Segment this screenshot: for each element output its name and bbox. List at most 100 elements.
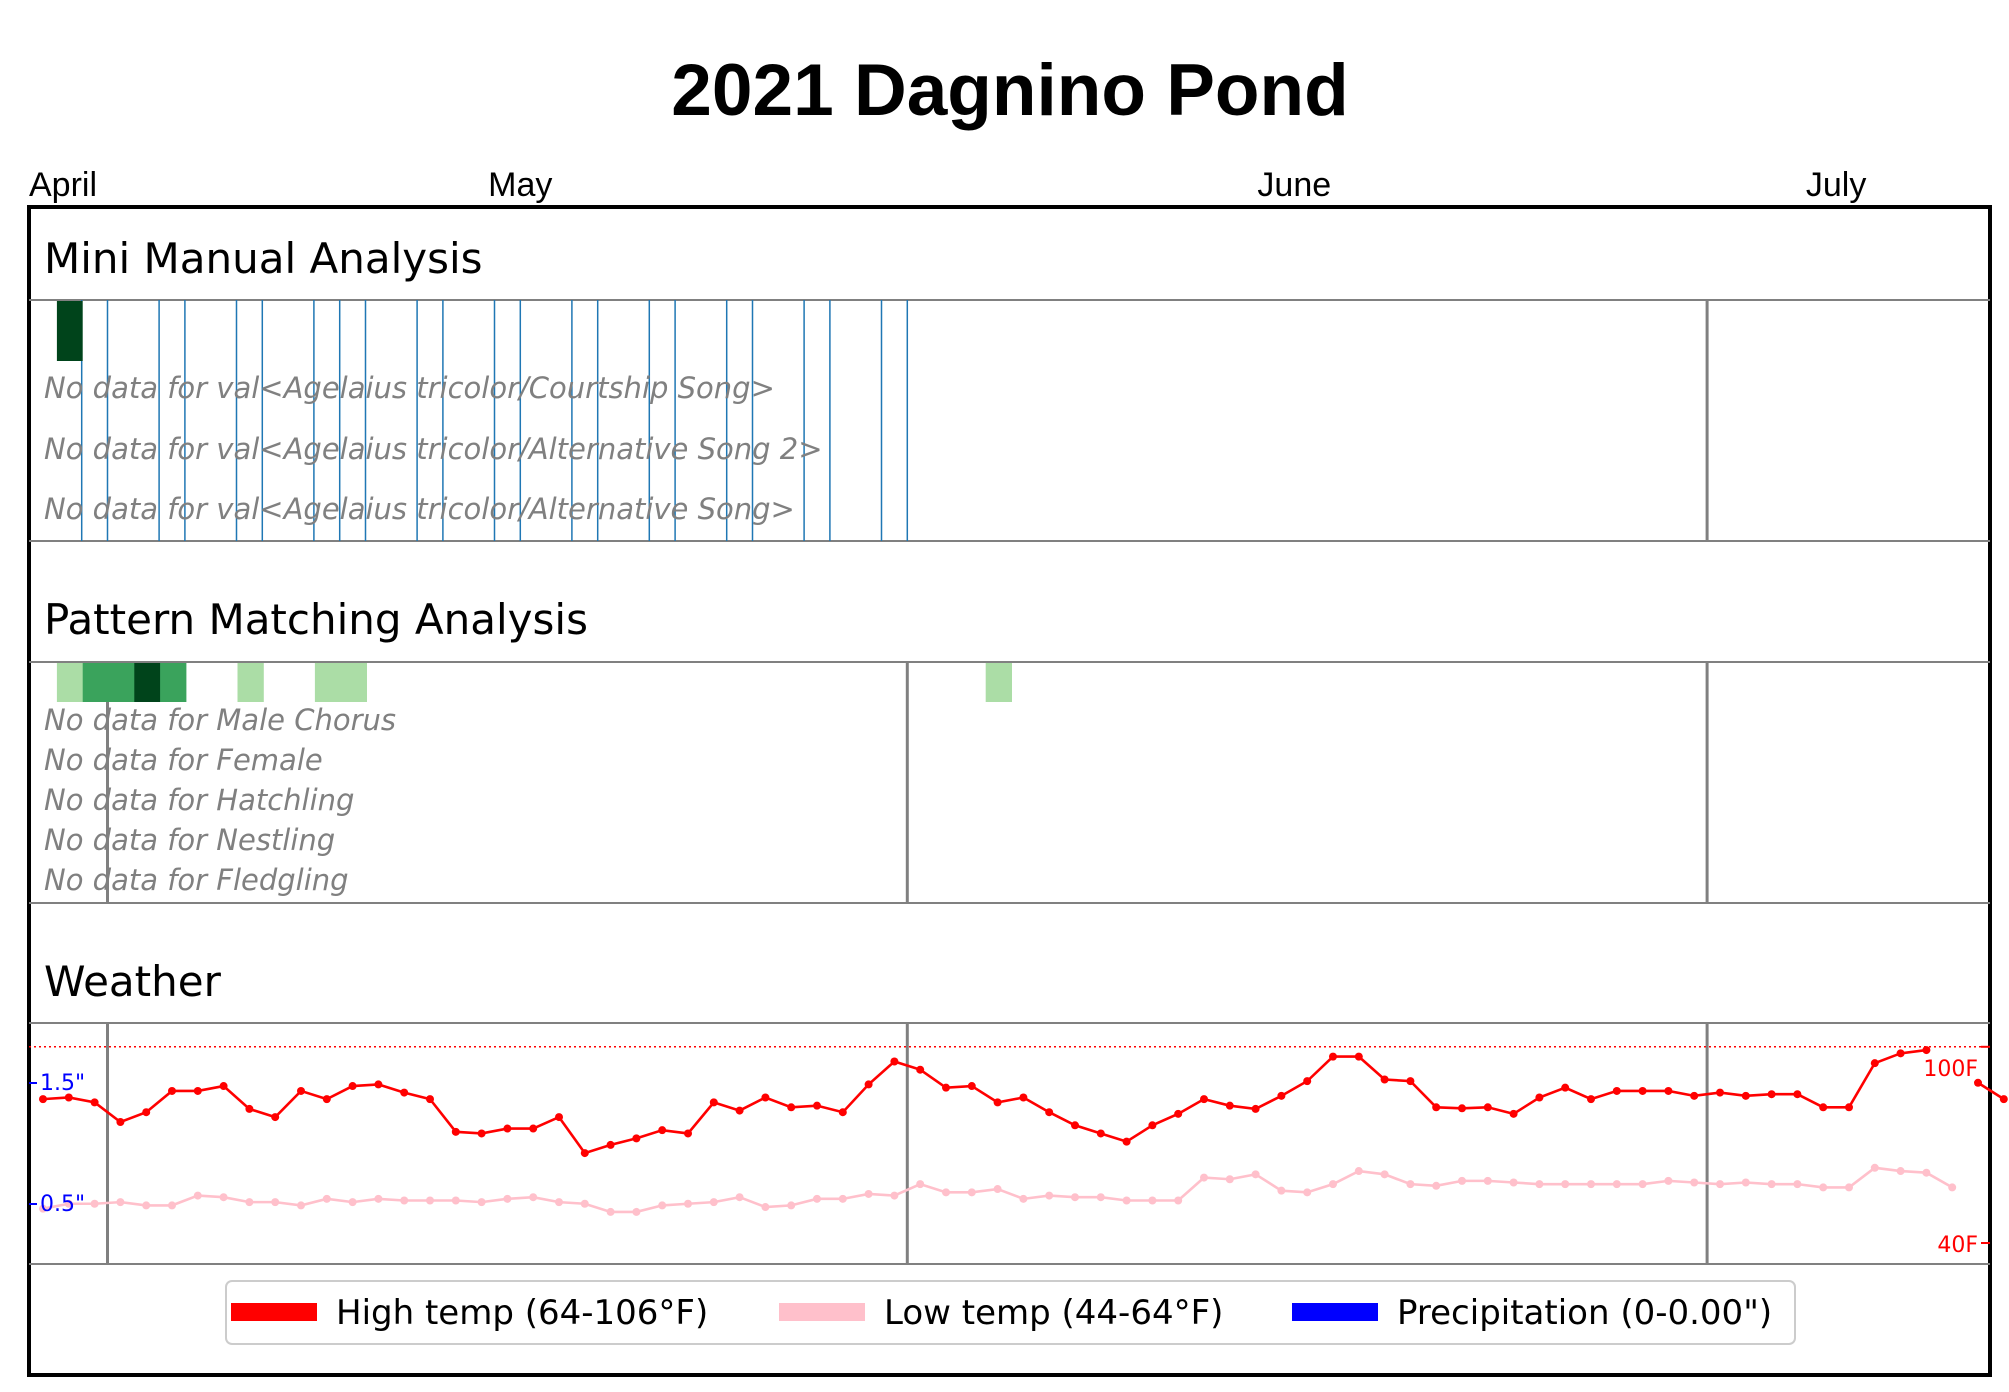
mini-manual-title: Mini Manual Analysis <box>44 234 483 283</box>
high-temp-point-41 <box>1096 1129 1105 1138</box>
high-temp-point-50 <box>1329 1052 1337 1061</box>
low-temp-point-43 <box>1148 1196 1157 1205</box>
temp-tick-low: 40F <box>1937 1233 1978 1258</box>
low-temp-point-62 <box>1638 1180 1647 1189</box>
low-temp-point-26 <box>709 1198 718 1207</box>
high-temp-point-55 <box>1458 1104 1466 1113</box>
low-temp-point-49 <box>1303 1188 1312 1197</box>
mini-manual-nodata-2: No data for val<Agelaius tricolor/Altern… <box>44 432 823 466</box>
high-temp-point-22 <box>606 1140 615 1149</box>
month-label-may: May <box>488 166 552 204</box>
high-temp-point-34 <box>916 1065 925 1074</box>
low-temp-point-55 <box>1458 1176 1466 1185</box>
low-temp-point-29 <box>787 1201 796 1210</box>
low-temp-point-70 <box>1845 1183 1853 1192</box>
low-temp-point-71 <box>1870 1163 1879 1172</box>
high-temp-point-54 <box>1432 1103 1441 1112</box>
low-temp-point-42 <box>1122 1196 1131 1205</box>
low-temp-point-53 <box>1406 1180 1415 1189</box>
low-temp-point-64 <box>1690 1178 1699 1187</box>
pattern-nodata-1: No data for Male Chorus <box>44 703 396 737</box>
low-temp-point-21 <box>580 1199 589 1208</box>
pattern-cell-3 <box>134 663 161 702</box>
low-temp-point-54 <box>1432 1181 1441 1190</box>
high-temp-point-72 <box>1896 1049 1905 1058</box>
high-temp-point-39 <box>1045 1108 1054 1117</box>
low-temp-point-44 <box>1174 1196 1183 1205</box>
mini-manual-nodata-3: No data for val<Agelaius tricolor/Altern… <box>44 492 795 526</box>
low-temp-point-74 <box>1948 1183 1957 1192</box>
high-temp-point-3 <box>116 1118 125 1127</box>
low-temp-point-51 <box>1354 1167 1363 1176</box>
high-temp-point-53 <box>1406 1077 1415 1086</box>
high-temp-point-73 <box>1922 1046 1931 1055</box>
legend-label-high: High temp (64-106°F) <box>336 1293 708 1333</box>
low-temp-point-59 <box>1561 1180 1570 1189</box>
high-temp-point-64 <box>1690 1091 1699 1100</box>
high-temp-point-21 <box>580 1149 589 1158</box>
high-temp-point-57 <box>1509 1109 1518 1118</box>
low-temp-point-16 <box>451 1196 460 1205</box>
high-temp-point-60 <box>1587 1095 1595 1104</box>
pattern-nodata-2: No data for Female <box>44 743 323 777</box>
high-temp-line-1 <box>1977 1081 2005 1101</box>
high-temp-point-17 <box>477 1129 486 1138</box>
high-temp-point-65 <box>1716 1088 1724 1097</box>
high-temp-point-63 <box>1664 1086 1673 1095</box>
low-temp-point-52 <box>1380 1170 1389 1179</box>
low-temp-point-48 <box>1277 1186 1286 1195</box>
high-temp-point-38 <box>1019 1093 1028 1102</box>
high-temp-point-70 <box>1845 1103 1853 1112</box>
high-temp-line-0 <box>42 1048 1927 1155</box>
low-temp-point-4 <box>142 1201 151 1210</box>
high-temp-point-10 <box>297 1086 305 1095</box>
high-temp-point-0 <box>39 1095 47 1104</box>
high-temp-point-7 <box>219 1082 228 1091</box>
low-temp-point-14 <box>400 1196 409 1205</box>
low-temp-point-47 <box>1251 1170 1260 1179</box>
high-temp-point-56 <box>1483 1103 1492 1112</box>
month-label-april: April <box>29 166 97 204</box>
high-temp-point-58 <box>1535 1093 1544 1102</box>
low-temp-point-60 <box>1587 1180 1595 1189</box>
high-temp-point-33 <box>890 1057 899 1066</box>
high-temp-point-42 <box>1122 1137 1131 1146</box>
high-temp-point-59 <box>1561 1083 1570 1092</box>
low-temp-point-24 <box>658 1201 667 1210</box>
legend-swatch-high <box>231 1303 317 1321</box>
high-temp-point-36 <box>967 1082 976 1091</box>
high-temp-point-47 <box>1251 1104 1260 1113</box>
high-temp-point-40 <box>1071 1121 1079 1130</box>
high-temp-point-29 <box>787 1103 796 1112</box>
low-temp-point-15 <box>426 1196 434 1205</box>
high-temp-point-5 <box>168 1086 176 1095</box>
pattern-nodata-5: No data for Fledgling <box>44 863 349 897</box>
low-temp-point-34 <box>916 1180 925 1189</box>
low-temp-point-32 <box>864 1189 873 1198</box>
high-temp-point-24 <box>658 1126 667 1135</box>
low-temp-point-23 <box>632 1207 641 1216</box>
pattern-cell-5 <box>237 663 264 702</box>
high-temp-point-75 <box>1974 1078 1982 1087</box>
pattern-cell-1 <box>82 663 109 702</box>
low-temp-point-36 <box>967 1188 976 1197</box>
pattern-cell-7 <box>340 663 367 702</box>
low-temp-point-65 <box>1716 1180 1724 1189</box>
low-temp-point-72 <box>1896 1167 1905 1176</box>
low-temp-point-73 <box>1922 1168 1931 1177</box>
high-temp-point-14 <box>400 1088 409 1097</box>
legend-label-low: Low temp (44-64°F) <box>884 1293 1223 1333</box>
legend-swatch-low <box>779 1303 865 1321</box>
high-temp-point-31 <box>838 1108 847 1117</box>
high-temp-point-67 <box>1767 1090 1776 1099</box>
high-temp-point-71 <box>1870 1059 1879 1068</box>
low-temp-point-45 <box>1200 1173 1208 1182</box>
high-temp-point-61 <box>1612 1086 1621 1095</box>
high-temp-point-23 <box>632 1134 641 1143</box>
low-temp-point-3 <box>116 1198 125 1207</box>
high-temp-point-20 <box>555 1113 563 1122</box>
low-temp-point-8 <box>245 1198 254 1207</box>
precip-tick-low: 0.5" <box>40 1192 85 1217</box>
high-temp-point-76 <box>1999 1095 2008 1104</box>
